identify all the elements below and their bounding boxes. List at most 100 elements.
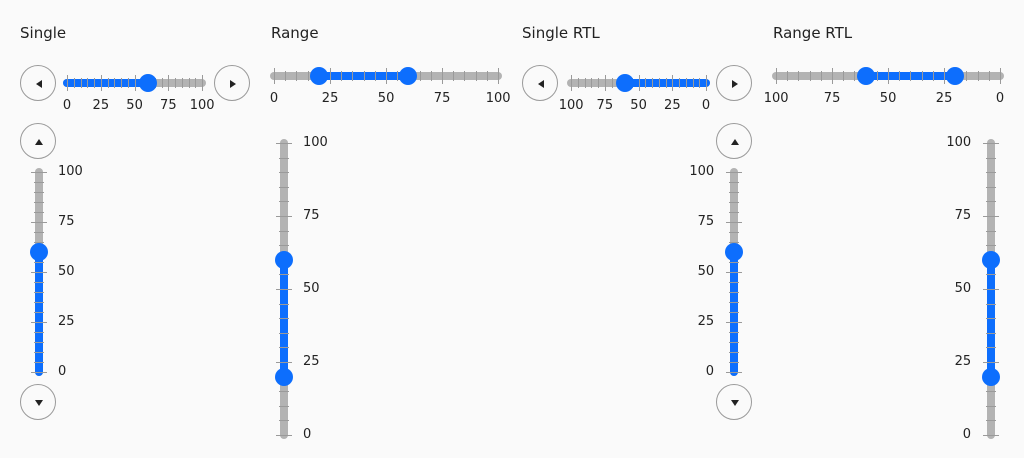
single-tick-label: 25	[92, 98, 110, 113]
range-tick	[308, 71, 309, 81]
range-vthumb-high[interactable]	[275, 250, 293, 269]
single-vtick	[34, 232, 44, 233]
triangle-up-icon	[731, 139, 739, 145]
range-tick	[487, 71, 488, 81]
range-tick	[386, 68, 387, 84]
range_rtl-vtick	[983, 143, 999, 144]
triangle-right-icon	[732, 80, 738, 88]
single_rtl-fill	[621, 79, 710, 87]
range-vtick	[276, 362, 292, 363]
range_rtl-vtick-label: 75	[954, 208, 972, 223]
range-vtick	[279, 231, 289, 232]
range-tick	[364, 71, 365, 81]
single_rtl-tick	[591, 78, 592, 88]
single-tick	[168, 75, 169, 91]
single-vtick	[34, 342, 44, 343]
range_rtl-tick	[922, 71, 923, 81]
range-vtick	[279, 172, 289, 173]
single-tick	[67, 75, 68, 91]
range_rtl-vtick	[983, 435, 999, 436]
range_rtl-tick	[978, 71, 979, 81]
single-vtick	[34, 282, 44, 283]
single_rtl-tick	[699, 78, 700, 88]
single-rtl-decrement-button[interactable]	[716, 65, 752, 101]
single_rtl-tick-label: 25	[664, 98, 681, 113]
range-vtick-label: 0	[303, 427, 312, 442]
single-increment-button[interactable]	[214, 65, 250, 101]
single_rtl-tick-label: 75	[596, 98, 614, 113]
range_rtl-vtick	[986, 391, 996, 392]
range-vtick	[279, 187, 289, 188]
single-tick	[162, 78, 163, 88]
single-rtl-vertical-decrement-button[interactable]	[716, 384, 752, 420]
range-vtick-label: 75	[303, 208, 320, 223]
range_rtl-tick	[1000, 68, 1001, 84]
range_rtl-vtick	[986, 187, 996, 188]
range-vtick	[279, 333, 289, 334]
range_rtl-vthumb-low[interactable]	[982, 367, 1000, 386]
single_rtl-tick-label: 100	[558, 98, 584, 113]
range-tick	[341, 71, 342, 81]
single_rtl-vtick	[726, 372, 742, 373]
single-vertical-decrement-button[interactable]	[20, 384, 56, 420]
single-tick	[74, 78, 75, 88]
range-tick	[352, 71, 353, 81]
range_rtl-vtick-label: 100	[946, 135, 972, 150]
single-thumb[interactable]	[139, 74, 157, 92]
range-vtick-label: 50	[303, 281, 320, 296]
single-vthumb[interactable]	[30, 243, 48, 261]
single_rtl-vtick	[729, 282, 739, 283]
single-vtick	[34, 362, 44, 363]
single_rtl-vtick	[729, 362, 739, 363]
range-thumb-low[interactable]	[309, 67, 328, 85]
single-tick	[182, 78, 183, 88]
single_rtl-tick	[605, 75, 606, 91]
range_rtl-thumb-low[interactable]	[946, 67, 965, 85]
range-tick	[330, 68, 331, 84]
range_rtl-vtick	[983, 362, 999, 363]
single_rtl-tick	[666, 78, 667, 88]
single-rtl-vertical-increment-button[interactable]	[716, 123, 752, 159]
range_rtl-thumb-high[interactable]	[856, 67, 875, 85]
single-vertical-increment-button[interactable]	[20, 123, 56, 159]
single_rtl-tick	[585, 78, 586, 88]
single-vtick	[34, 262, 44, 263]
range_rtl-vthumb-high[interactable]	[982, 250, 1000, 269]
single-rtl-increment-button[interactable]	[522, 65, 558, 101]
single-vtick	[34, 332, 44, 333]
single_rtl-tick-label: 0	[701, 98, 711, 113]
single_rtl-thumb[interactable]	[616, 74, 634, 92]
range-thumb-high[interactable]	[399, 67, 418, 85]
range_rtl-tick	[933, 71, 934, 81]
range-vtick	[279, 406, 289, 407]
range_rtl-tick-label: 25	[935, 91, 953, 106]
single_rtl-vthumb[interactable]	[725, 243, 743, 261]
range-fill	[314, 72, 413, 80]
range_rtl-tick	[832, 68, 833, 84]
single-rtl-title: Single RTL	[522, 24, 600, 42]
range_rtl-vtick	[983, 289, 999, 290]
range-rtl-title: Range RTL	[773, 24, 853, 42]
range_rtl-vtick	[986, 201, 996, 202]
single_rtl-vtick-label: 0	[705, 364, 715, 379]
range-vtick	[279, 201, 289, 202]
single-tick	[114, 78, 115, 88]
range_rtl-tick	[810, 71, 811, 81]
single-vtick	[34, 352, 44, 353]
single-tick	[135, 75, 136, 91]
single-vtick-label: 75	[58, 214, 75, 229]
range-vthumb-low[interactable]	[275, 367, 293, 386]
single_rtl-vtick	[729, 182, 739, 183]
range-vtick-label: 25	[303, 354, 320, 369]
single_rtl-vtick-label: 75	[697, 214, 715, 229]
range-vtick	[279, 274, 289, 275]
single-fill	[63, 79, 152, 87]
single-decrement-button[interactable]	[20, 65, 56, 101]
single-vtick	[34, 242, 44, 243]
single-vtick	[31, 372, 47, 373]
single-vtick	[31, 222, 47, 223]
range_rtl-tick	[776, 68, 777, 84]
single-vtick	[34, 212, 44, 213]
range_rtl-vtick-label: 50	[954, 281, 972, 296]
